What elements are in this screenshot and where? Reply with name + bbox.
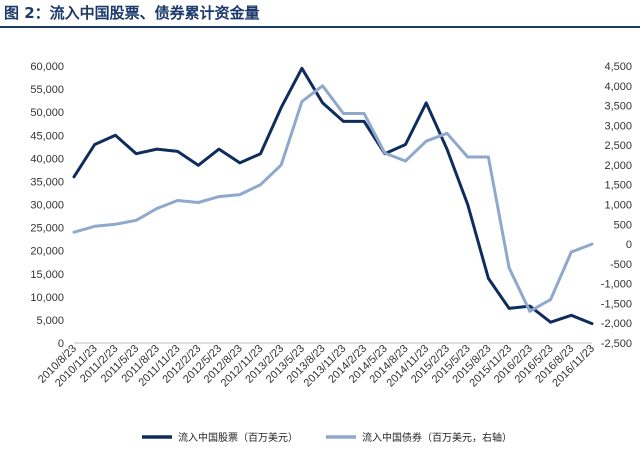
data-point [300, 67, 304, 70]
data-point [197, 201, 200, 204]
data-point [466, 155, 469, 159]
data-point [93, 225, 96, 228]
data-point [134, 219, 138, 222]
series-line-1 [72, 84, 594, 313]
left-tick-label: 30,000 [30, 200, 64, 212]
data-point [362, 112, 366, 115]
right-tick-label: 3,000 [604, 120, 632, 132]
data-point [176, 199, 179, 202]
data-point [155, 207, 159, 210]
left-tick-label: 35,000 [30, 176, 64, 188]
right-tick-label: 3,500 [604, 101, 632, 113]
right-tick-label: -1,500 [601, 298, 632, 310]
data-point [487, 277, 490, 280]
series-line-0 [72, 66, 594, 326]
data-point [445, 147, 449, 151]
left-tick-label: 40,000 [30, 153, 64, 165]
data-point [155, 147, 159, 151]
legend-label-1: 流入中国债券（百万美元，右轴） [362, 431, 512, 444]
data-point [507, 307, 511, 310]
right-tick-label: -1,000 [601, 279, 632, 291]
data-point [445, 132, 449, 135]
data-point [425, 101, 428, 105]
data-point [507, 266, 511, 270]
left-tick-label: 50,000 [30, 107, 64, 119]
right-tick-label: -2,500 [601, 338, 632, 350]
left-tick-label: 45,000 [30, 130, 64, 142]
data-point [321, 84, 324, 87]
right-tick-label: 1,500 [604, 180, 632, 192]
right-tick-label: 2,500 [604, 140, 632, 152]
right-tick-label: 4,000 [604, 81, 632, 93]
left-tick-label: 25,000 [30, 223, 64, 235]
data-point [259, 183, 262, 186]
data-point [570, 314, 573, 317]
data-point [590, 242, 594, 246]
left-tick-label: 20,000 [30, 246, 64, 258]
data-point [362, 120, 366, 123]
right-y-axis: -2,500 -2,000 -1,500 -1,000 -500 0 500 1,000 1,5… [601, 61, 632, 350]
data-point [590, 322, 594, 325]
data-point [280, 163, 283, 167]
chart-title: 图 2：流入中国股票、债券累计资金量 [4, 4, 260, 22]
data-point [238, 193, 241, 196]
right-tick-label: 500 [614, 219, 632, 231]
left-y-axis: 0 5,000 10,000 15,000 20,000 25,000 30,000 35,0… [30, 61, 64, 350]
data-point [280, 106, 283, 109]
left-tick-label: 0 [58, 338, 64, 350]
data-point [72, 231, 76, 234]
legend: 流入中国股票（百万美元） 流入中国债券（百万美元，右轴） [142, 431, 512, 444]
data-point [114, 134, 117, 137]
data-point [114, 223, 117, 226]
right-tick-label: 2,000 [604, 160, 632, 172]
left-tick-label: 60,000 [30, 61, 64, 73]
right-tick-label: -500 [610, 259, 632, 271]
right-tick-label: 0 [626, 239, 632, 251]
data-point [466, 203, 469, 206]
data-point [342, 112, 345, 115]
data-point [72, 175, 76, 178]
data-point [300, 100, 304, 103]
data-point [425, 139, 428, 143]
data-point [570, 250, 573, 254]
right-tick-label: 4,500 [604, 61, 632, 73]
title-rule [0, 26, 640, 28]
right-tick-label: -2,000 [601, 318, 632, 330]
right-tick-label: 1,000 [604, 200, 632, 212]
left-tick-label: 5,000 [36, 315, 64, 327]
left-tick-label: 10,000 [30, 292, 64, 304]
series-group [72, 66, 594, 326]
data-point [383, 151, 386, 155]
data-point [549, 298, 552, 301]
data-point [259, 152, 262, 155]
data-point [217, 147, 221, 151]
x-axis: 2010/8/232010/11/232011/2/232011/5/23201… [36, 342, 597, 389]
data-point [342, 120, 345, 123]
data-point [528, 310, 532, 313]
data-point [321, 101, 324, 105]
data-point [404, 159, 407, 163]
data-point [487, 155, 490, 159]
data-point [93, 143, 96, 146]
data-point [238, 161, 241, 165]
data-point [404, 143, 407, 146]
left-tick-label: 15,000 [30, 269, 64, 281]
data-point [549, 321, 552, 324]
data-point [176, 150, 179, 153]
data-point [134, 152, 138, 155]
left-tick-label: 55,000 [30, 84, 64, 96]
data-point [197, 164, 200, 167]
legend-label-0: 流入中国股票（百万美元） [178, 431, 298, 444]
data-point [217, 195, 221, 198]
